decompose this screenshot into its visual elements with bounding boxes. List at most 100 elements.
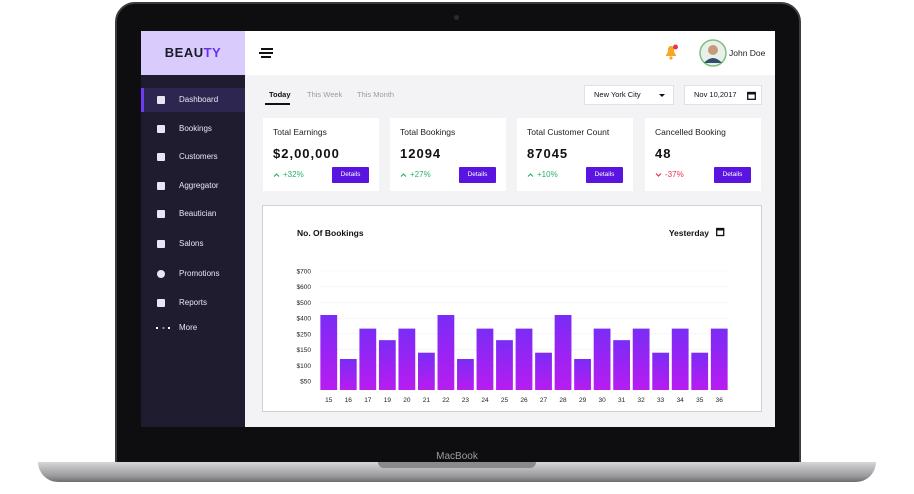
chart-title: No. Of Bookings <box>297 228 364 238</box>
x-tick-label: 29 <box>579 397 587 404</box>
tab-underline <box>265 103 290 105</box>
bar <box>632 328 650 390</box>
card-change: +10% <box>537 170 558 179</box>
tab[interactable]: Today <box>269 90 291 99</box>
chart-filter[interactable]: Yesterday <box>669 228 709 238</box>
menu-icon <box>157 182 165 190</box>
city-text: New York City <box>594 90 641 99</box>
bar <box>417 352 435 390</box>
menu-icon <box>157 153 165 161</box>
chart: No. Of Bookings Yesterday $50 $100 $150 $25… <box>297 227 729 404</box>
menu-label: Customers <box>179 152 218 161</box>
menu-icon <box>157 240 165 248</box>
tab[interactable]: This Week <box>307 90 343 99</box>
trend-arrow <box>400 173 407 177</box>
details-button[interactable]: Details <box>332 167 369 183</box>
tab[interactable]: This Month <box>357 90 395 99</box>
menu-item[interactable]: More <box>141 316 245 340</box>
menu-item[interactable]: Beautician <box>141 202 245 226</box>
x-tick-label: 15 <box>325 397 333 404</box>
date-picker[interactable]: Nov 10,2017 <box>684 85 762 105</box>
user-name[interactable]: John Doe <box>729 48 766 58</box>
x-tick-label: 26 <box>520 397 528 404</box>
sidebar: BEAUTY Dashboard Bookings Customers Aggrega… <box>141 31 245 427</box>
card-change: -37% <box>665 170 684 179</box>
city-select[interactable]: New York City <box>584 85 674 105</box>
bar <box>437 315 455 390</box>
laptop-notch <box>378 462 536 468</box>
laptop-base <box>38 462 876 482</box>
notification-bell[interactable] <box>663 44 679 60</box>
x-tick-label: 20 <box>403 397 411 404</box>
y-tick-label: $50 <box>300 379 311 386</box>
menu-label: Reports <box>179 298 208 307</box>
menu-label: More <box>179 323 198 332</box>
y-tick-label: $150 <box>297 347 312 354</box>
bar <box>574 359 591 390</box>
bar <box>320 315 338 390</box>
menu-label: Salons <box>179 239 204 248</box>
card-value: 48 <box>655 146 672 161</box>
bar <box>554 315 572 390</box>
x-tick-label: 22 <box>442 397 450 404</box>
menu-label: Bookings <box>179 124 212 133</box>
card-title: Total Bookings <box>400 127 456 137</box>
date-text: Nov 10,2017 <box>694 90 737 99</box>
bar <box>378 340 396 390</box>
bar <box>515 328 533 390</box>
x-tick-label: 25 <box>501 397 509 404</box>
x-tick-label: 32 <box>638 397 646 404</box>
menu-icon <box>157 299 165 307</box>
menu-item[interactable]: Dashboard <box>141 88 245 112</box>
bar <box>496 340 513 390</box>
details-button[interactable]: Details <box>459 167 496 183</box>
card-title: Total Customer Count <box>527 127 610 137</box>
x-tick-label: 36 <box>716 397 724 404</box>
menu-item[interactable]: Salons <box>141 232 245 256</box>
menu-label: Beautician <box>179 209 217 218</box>
menu-toggle[interactable] <box>259 47 275 59</box>
stat-card: Total Bookings 12094 +27% Details <box>390 118 506 191</box>
x-tick-label: 16 <box>345 397 353 404</box>
card-change: +32% <box>283 170 304 179</box>
avatar[interactable] <box>699 39 727 67</box>
calendar-icon[interactable] <box>716 227 725 237</box>
logo: BEAUTY <box>141 31 245 75</box>
x-tick-label: 31 <box>618 397 626 404</box>
y-tick-label: $700 <box>297 269 312 276</box>
menu-item[interactable]: Promotions <box>141 262 245 286</box>
menu-item[interactable]: Customers <box>141 145 245 169</box>
menu-item[interactable]: Reports <box>141 291 245 315</box>
logo-text: TY <box>203 45 222 60</box>
card-title: Total Earnings <box>273 127 327 137</box>
x-tick-label: 30 <box>598 397 606 404</box>
trend-arrow <box>655 173 662 177</box>
bar <box>613 340 631 390</box>
y-tick-label: $250 <box>297 331 312 338</box>
menu-item[interactable]: Aggregator <box>141 174 245 198</box>
top-bar: John Doe <box>245 31 775 75</box>
bar <box>535 352 552 390</box>
trend-arrow <box>273 173 280 177</box>
menu-icon <box>156 327 170 329</box>
menu-icon <box>157 96 165 104</box>
menu-item[interactable]: Bookings <box>141 117 245 141</box>
y-tick-label: $500 <box>297 300 312 307</box>
menu-label: Aggregator <box>179 181 219 190</box>
card-change: +27% <box>410 170 431 179</box>
stat-card: Total Customer Count 87045 +10% Details <box>517 118 633 191</box>
card-value: 12094 <box>400 146 442 161</box>
details-button[interactable]: Details <box>714 167 751 183</box>
card-value: 87045 <box>527 146 569 161</box>
menu-label: Promotions <box>179 269 220 278</box>
bar <box>457 359 474 390</box>
x-tick-label: 33 <box>657 397 665 404</box>
x-tick-label: 21 <box>423 397 431 404</box>
bar <box>339 359 357 390</box>
details-button[interactable]: Details <box>586 167 623 183</box>
menu-label: Dashboard <box>179 95 219 104</box>
y-tick-label: $400 <box>297 316 312 323</box>
card-value: $2,00,000 <box>273 146 340 161</box>
trend-arrow <box>527 173 534 177</box>
